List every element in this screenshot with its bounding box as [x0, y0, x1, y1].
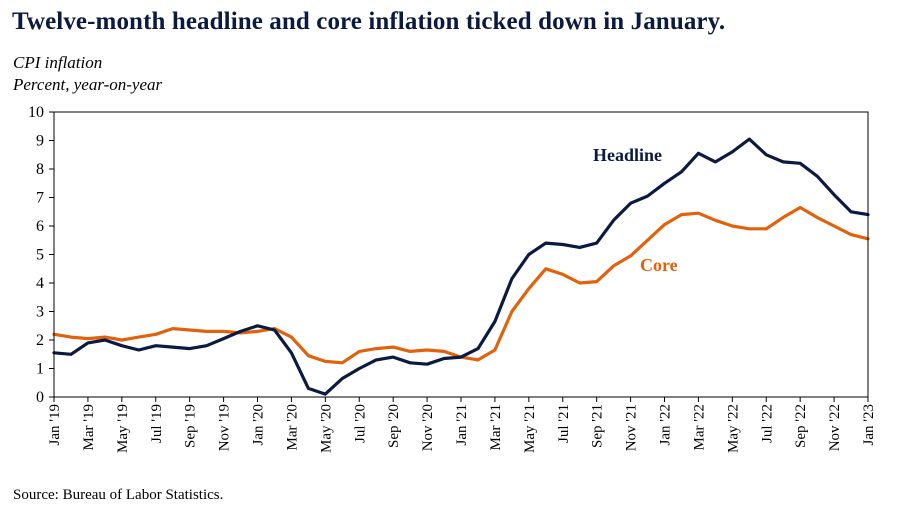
y-axis-unit-label: Percent, year-on-year — [13, 75, 163, 94]
y-tick-label: 6 — [36, 218, 44, 235]
x-tick-label: Jul '20 — [352, 404, 368, 443]
y-tick-label: 4 — [36, 275, 44, 292]
x-tick-label: Mar '22 — [691, 404, 707, 450]
x-tick-label: Mar '19 — [81, 404, 97, 450]
x-axis-ticks: Jan '19 Mar '19 May '19 Jul '19 Sep '19 Nov '… — [47, 397, 877, 453]
x-tick-label: Jan '20 — [251, 404, 267, 445]
x-tick-label: May '21 — [522, 404, 538, 453]
x-tick-label: Jul '22 — [759, 404, 775, 443]
y-tick-label: 5 — [36, 247, 44, 264]
x-tick-label: Jul '21 — [556, 404, 572, 443]
chart-series — [52, 137, 870, 396]
x-tick-label: Mar '20 — [284, 404, 300, 450]
y-axis-ticks: 0 1 2 3 4 5 6 7 8 9 10 — [28, 104, 54, 406]
x-tick-label: Nov '20 — [420, 404, 436, 451]
y-tick-label: 2 — [36, 332, 44, 349]
y-tick-label: 0 — [36, 389, 44, 406]
x-tick-label: Jan '21 — [454, 404, 470, 445]
x-tick-label: May '22 — [725, 404, 741, 453]
plot-frame — [53, 111, 869, 398]
chart-subtitle: CPI inflation — [13, 53, 103, 72]
x-tick-label: Sep '19 — [183, 404, 199, 448]
x-tick-label: Jan '23 — [861, 404, 877, 445]
y-tick-label: 9 — [36, 133, 44, 150]
x-tick-label: Sep '22 — [793, 404, 809, 448]
x-tick-label: Jan '22 — [658, 404, 674, 445]
core-series-label: Core — [640, 255, 678, 275]
x-tick-label: Mar '21 — [488, 404, 504, 450]
y-tick-label: 10 — [28, 104, 44, 121]
source-note: Source: Bureau of Labor Statistics. — [13, 487, 224, 503]
x-tick-label: Sep '20 — [386, 404, 402, 448]
x-tick-label: Nov '21 — [624, 404, 640, 451]
x-tick-label: Sep '21 — [590, 404, 606, 448]
x-tick-label: Jul '19 — [149, 404, 165, 443]
headline-series-label: Headline — [593, 145, 662, 165]
y-tick-label: 8 — [36, 161, 44, 178]
x-tick-label: May '19 — [115, 404, 131, 453]
chart-title: Twelve-month headline and core inflation… — [12, 8, 726, 35]
y-tick-label: 3 — [36, 304, 44, 321]
x-tick-label: May '20 — [318, 404, 334, 453]
x-tick-label: Nov '22 — [827, 404, 843, 451]
plot-area-border — [53, 111, 869, 398]
headline-series-line — [52, 137, 870, 396]
core-series-line — [52, 205, 870, 365]
x-tick-label: Nov '19 — [217, 404, 233, 451]
x-tick-label: Jan '19 — [47, 404, 63, 445]
y-tick-label: 7 — [36, 190, 44, 207]
y-tick-label: 1 — [36, 361, 44, 378]
